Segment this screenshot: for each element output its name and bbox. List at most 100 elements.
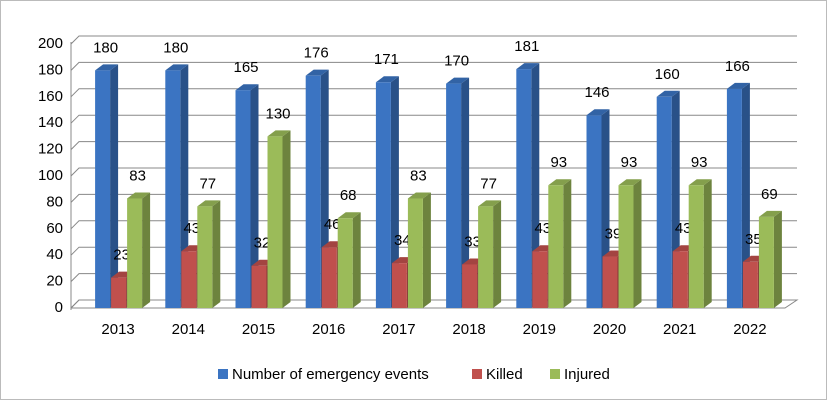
legend-label: Injured xyxy=(564,366,610,383)
x-tick-label: 2015 xyxy=(242,321,275,338)
bar xyxy=(688,185,704,308)
bar-side xyxy=(180,64,189,309)
bar-top xyxy=(127,192,151,199)
bar-group: 181 xyxy=(514,38,539,308)
x-tick-label: 2017 xyxy=(382,321,415,338)
grid-line xyxy=(70,61,797,71)
data-label: 180 xyxy=(93,39,118,56)
x-tick-label: 2022 xyxy=(733,321,766,338)
bar-group: 180 xyxy=(163,39,189,309)
bar-top xyxy=(446,77,470,84)
data-label: 35 xyxy=(745,231,762,248)
data-label: 165 xyxy=(233,59,258,76)
bar-top xyxy=(478,200,502,207)
bar-side xyxy=(461,77,470,308)
x-tick-label: 2014 xyxy=(172,321,205,338)
bar xyxy=(181,251,197,308)
bar xyxy=(672,251,688,308)
grid-line xyxy=(70,35,797,45)
bar xyxy=(478,206,494,308)
bar xyxy=(235,90,251,308)
bar-side xyxy=(703,179,712,308)
y-tick-label: 0 xyxy=(55,299,63,316)
bar-group: 130 xyxy=(265,105,291,308)
bar-top xyxy=(548,179,572,186)
legend-swatch xyxy=(472,369,482,379)
grid-line xyxy=(70,88,797,98)
bar-side xyxy=(352,212,361,308)
data-label: 69 xyxy=(761,186,778,203)
bar xyxy=(95,70,111,309)
bar-group: 93 xyxy=(548,154,572,308)
bar-group: 170 xyxy=(444,53,469,308)
data-label: 39 xyxy=(605,225,622,242)
bar xyxy=(111,277,127,308)
data-label: 93 xyxy=(621,154,638,171)
bar xyxy=(656,96,672,308)
bar xyxy=(726,88,742,308)
data-label: 171 xyxy=(374,51,399,68)
data-label: 176 xyxy=(304,45,329,62)
bar-side xyxy=(563,179,572,308)
bar-top xyxy=(516,63,540,70)
bar xyxy=(758,216,774,308)
bar-top xyxy=(586,109,610,116)
bar xyxy=(516,69,532,308)
data-label: 43 xyxy=(534,220,551,237)
data-label: 43 xyxy=(183,220,200,237)
bar-side xyxy=(531,63,540,308)
bar-side xyxy=(212,200,221,308)
bar-top xyxy=(375,76,399,83)
bar xyxy=(446,83,462,308)
bar-group: 77 xyxy=(197,175,221,308)
bar-group: 83 xyxy=(127,167,151,308)
data-label: 180 xyxy=(163,39,188,56)
data-label: 32 xyxy=(254,235,271,252)
legend-label: Killed xyxy=(486,366,523,383)
x-tick-label: 2019 xyxy=(523,321,556,338)
data-label: 83 xyxy=(410,167,427,184)
bar-group: 93 xyxy=(688,154,712,308)
bar-group: 69 xyxy=(758,186,782,308)
bar-top xyxy=(95,64,119,71)
y-tick-label: 140 xyxy=(38,114,63,131)
bar xyxy=(197,206,213,308)
x-tick-label: 2020 xyxy=(593,321,626,338)
legend-label: Number of emergency events xyxy=(232,366,429,383)
y-tick-label: 20 xyxy=(46,273,63,290)
y-tick-label: 80 xyxy=(46,193,63,210)
bar xyxy=(602,256,618,308)
bar-top xyxy=(726,82,750,89)
data-label: 160 xyxy=(655,66,680,83)
grid-line xyxy=(70,141,797,150)
data-label: 170 xyxy=(444,53,469,70)
bar xyxy=(586,115,602,308)
bar-group: 171 xyxy=(374,51,399,308)
bar-top xyxy=(235,84,259,91)
bar xyxy=(267,136,283,308)
bar-top xyxy=(165,64,189,71)
bar xyxy=(532,251,548,308)
bar xyxy=(548,185,564,308)
bar xyxy=(321,247,337,308)
data-label: 93 xyxy=(691,154,708,171)
bar-top xyxy=(305,69,329,76)
data-label: 77 xyxy=(199,175,216,192)
bar xyxy=(618,185,634,308)
y-tick-label: 100 xyxy=(38,167,63,184)
bar-side xyxy=(250,84,259,308)
grid-line xyxy=(70,167,797,177)
bar-side xyxy=(110,64,119,309)
bar-side xyxy=(633,179,642,308)
x-tick-label: 2021 xyxy=(663,321,696,338)
data-label: 33 xyxy=(464,233,481,250)
y-tick-label: 120 xyxy=(38,141,63,158)
y-tick-label: 200 xyxy=(38,35,63,52)
data-label: 93 xyxy=(550,154,567,171)
bar-group: 165 xyxy=(233,59,259,308)
data-label: 83 xyxy=(129,167,146,184)
bar-group: 68 xyxy=(337,187,361,308)
bar xyxy=(251,265,267,308)
bar xyxy=(407,198,423,308)
